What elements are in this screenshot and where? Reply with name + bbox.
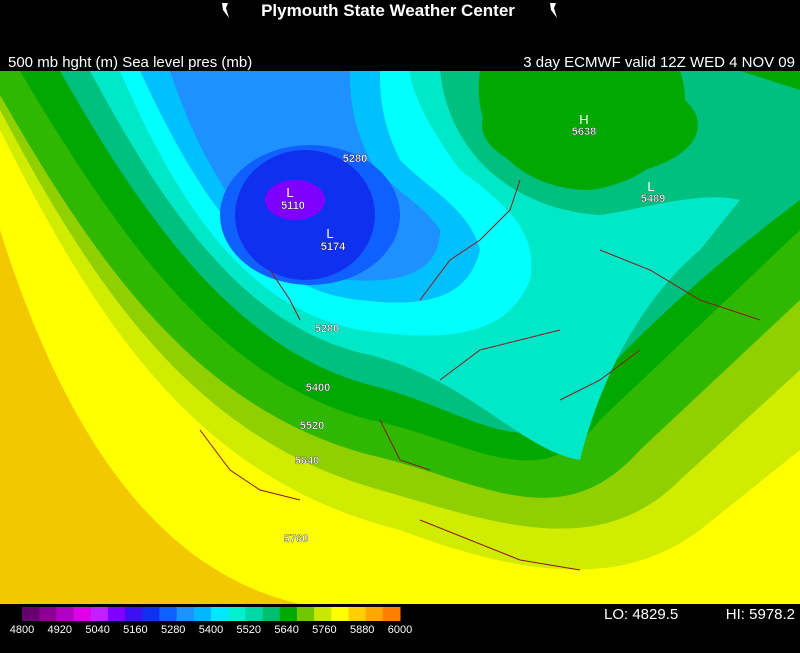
borders (199, 179, 761, 571)
colorbar-swatch (228, 607, 246, 621)
colorbar-swatch (245, 607, 264, 621)
colorbar-swatch (73, 607, 92, 621)
contour-label: 5110 (281, 200, 305, 212)
logo-left (222, 3, 229, 18)
colorbar-swatch (296, 607, 315, 621)
colorbar-label: 5400 (199, 624, 223, 636)
colorbar-swatch (159, 607, 178, 621)
contour-label: 5489 (641, 193, 665, 205)
lo-value: LO: 4829.5 (604, 606, 678, 623)
contour-label: 5640 (295, 455, 319, 467)
colorbar-swatch (90, 607, 109, 621)
colorbar-label: 6000 (388, 624, 412, 636)
contour-label: 5520 (300, 420, 324, 432)
colorbar-label: 5040 (85, 624, 109, 636)
high-center (482, 73, 698, 177)
colorbar: 4800 4920 5040 5160 5280 5400 5520 5640 5760 5880… (10, 607, 412, 636)
colorbar-swatch (193, 607, 212, 621)
contour-label: 5760 (284, 533, 308, 545)
colorbar-label: 5520 (237, 624, 261, 636)
band (265, 180, 325, 220)
center-marker: L (647, 179, 654, 194)
colorbar-swatch (107, 607, 126, 621)
colorbar-swatch (211, 607, 229, 621)
subtitle-left: 500 mb hght (m) Sea level pres (mb) (8, 54, 252, 71)
hi-value: HI: 5978.2 (726, 606, 795, 623)
colorbar-swatch (142, 607, 160, 621)
colorbar-swatch (365, 607, 384, 621)
center-marker: L (326, 226, 333, 241)
colorbar-label: 5880 (350, 624, 374, 636)
colorbar-label: 4800 (10, 624, 34, 636)
colorbar-swatch (331, 607, 349, 621)
contour-label: 5280 (315, 323, 339, 335)
colorbar-swatch (279, 607, 298, 621)
colorbar-swatch (176, 607, 195, 621)
colorbar-label: 5280 (161, 624, 185, 636)
title: Plymouth State Weather Center (261, 1, 515, 20)
colorbar-swatch (262, 607, 281, 621)
subtitle-right: 3 day ECMWF valid 12Z WED 4 NOV 09 (523, 54, 795, 71)
center-marker: L (286, 185, 293, 200)
contour-label: 5174 (321, 241, 346, 253)
colorbar-swatch (39, 607, 57, 621)
colorbar-swatch (314, 607, 332, 621)
colorbar-swatch (348, 607, 367, 621)
colorbar-swatch (125, 607, 143, 621)
contour-label: 5638 (572, 126, 596, 138)
contour-label: 5280 (343, 153, 367, 165)
colorbar-label: 5640 (274, 624, 298, 636)
map (0, 71, 800, 604)
center-marker: H (579, 112, 588, 127)
contour-label: 5400 (306, 382, 330, 394)
colorbar-swatch (382, 607, 401, 621)
colorbar-label: 5160 (123, 624, 147, 636)
colorbar-label: 5760 (312, 624, 336, 636)
colorbar-label: 4920 (48, 624, 72, 636)
logo-right (550, 3, 557, 18)
colorbar-swatch (22, 607, 40, 621)
colorbar-swatch (56, 607, 75, 621)
